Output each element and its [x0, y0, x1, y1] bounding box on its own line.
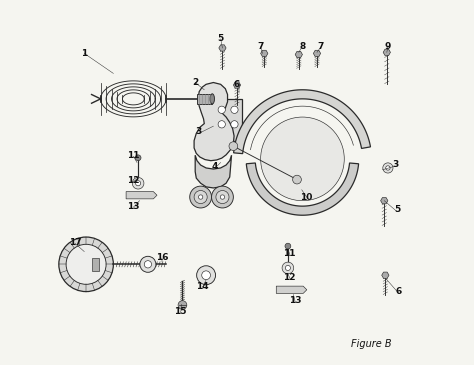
Polygon shape: [313, 50, 320, 57]
Circle shape: [144, 261, 152, 268]
Text: 8: 8: [299, 42, 306, 51]
Circle shape: [135, 155, 141, 161]
Text: 6: 6: [396, 287, 402, 296]
Polygon shape: [382, 272, 389, 278]
Circle shape: [140, 256, 156, 272]
Text: 4: 4: [212, 162, 219, 171]
Polygon shape: [261, 50, 268, 57]
Polygon shape: [194, 82, 234, 161]
Circle shape: [292, 175, 301, 184]
Text: 3: 3: [196, 127, 202, 136]
Polygon shape: [383, 49, 391, 55]
Text: 17: 17: [69, 238, 82, 247]
Circle shape: [132, 177, 144, 189]
Circle shape: [218, 121, 225, 128]
Circle shape: [211, 186, 233, 208]
Text: 12: 12: [127, 176, 140, 185]
Circle shape: [386, 166, 390, 170]
Text: 2: 2: [192, 78, 198, 87]
Polygon shape: [381, 197, 388, 204]
Text: 12: 12: [283, 273, 296, 281]
Circle shape: [194, 191, 207, 204]
Polygon shape: [234, 90, 371, 154]
Circle shape: [285, 265, 291, 270]
Text: 5: 5: [218, 34, 224, 43]
Circle shape: [190, 186, 211, 208]
Circle shape: [199, 195, 203, 199]
Polygon shape: [233, 82, 241, 88]
Ellipse shape: [210, 94, 214, 104]
Circle shape: [231, 106, 238, 114]
Text: 9: 9: [385, 42, 391, 51]
Circle shape: [136, 181, 141, 186]
Polygon shape: [295, 51, 302, 58]
Text: 15: 15: [174, 307, 187, 316]
Text: 11: 11: [283, 249, 296, 258]
Bar: [214, 99, 242, 141]
Circle shape: [285, 243, 291, 249]
Text: 7: 7: [318, 42, 324, 51]
Circle shape: [59, 237, 113, 292]
Polygon shape: [126, 192, 157, 199]
Circle shape: [383, 163, 393, 173]
Circle shape: [216, 191, 229, 204]
Polygon shape: [276, 286, 307, 293]
Circle shape: [178, 301, 187, 310]
Circle shape: [197, 266, 216, 285]
Text: 10: 10: [300, 193, 312, 201]
Circle shape: [202, 271, 210, 280]
Circle shape: [229, 142, 238, 150]
Bar: [92, 258, 100, 271]
Text: 6: 6: [234, 80, 240, 89]
Text: 13: 13: [127, 201, 140, 211]
Text: 13: 13: [289, 296, 301, 305]
Text: 16: 16: [156, 253, 169, 262]
Circle shape: [282, 262, 294, 274]
Circle shape: [66, 244, 106, 284]
Polygon shape: [246, 163, 359, 215]
Text: 7: 7: [257, 42, 264, 51]
Text: 11: 11: [127, 151, 140, 160]
Polygon shape: [219, 45, 226, 51]
Polygon shape: [195, 155, 231, 188]
Text: 5: 5: [394, 205, 400, 214]
Text: 3: 3: [392, 160, 398, 169]
Circle shape: [261, 117, 344, 201]
Text: 1: 1: [81, 49, 87, 58]
Circle shape: [220, 195, 225, 199]
Text: Figure B: Figure B: [351, 339, 392, 349]
Circle shape: [218, 106, 225, 114]
Bar: [197, 94, 212, 104]
Circle shape: [231, 121, 238, 128]
Text: 14: 14: [196, 282, 209, 291]
